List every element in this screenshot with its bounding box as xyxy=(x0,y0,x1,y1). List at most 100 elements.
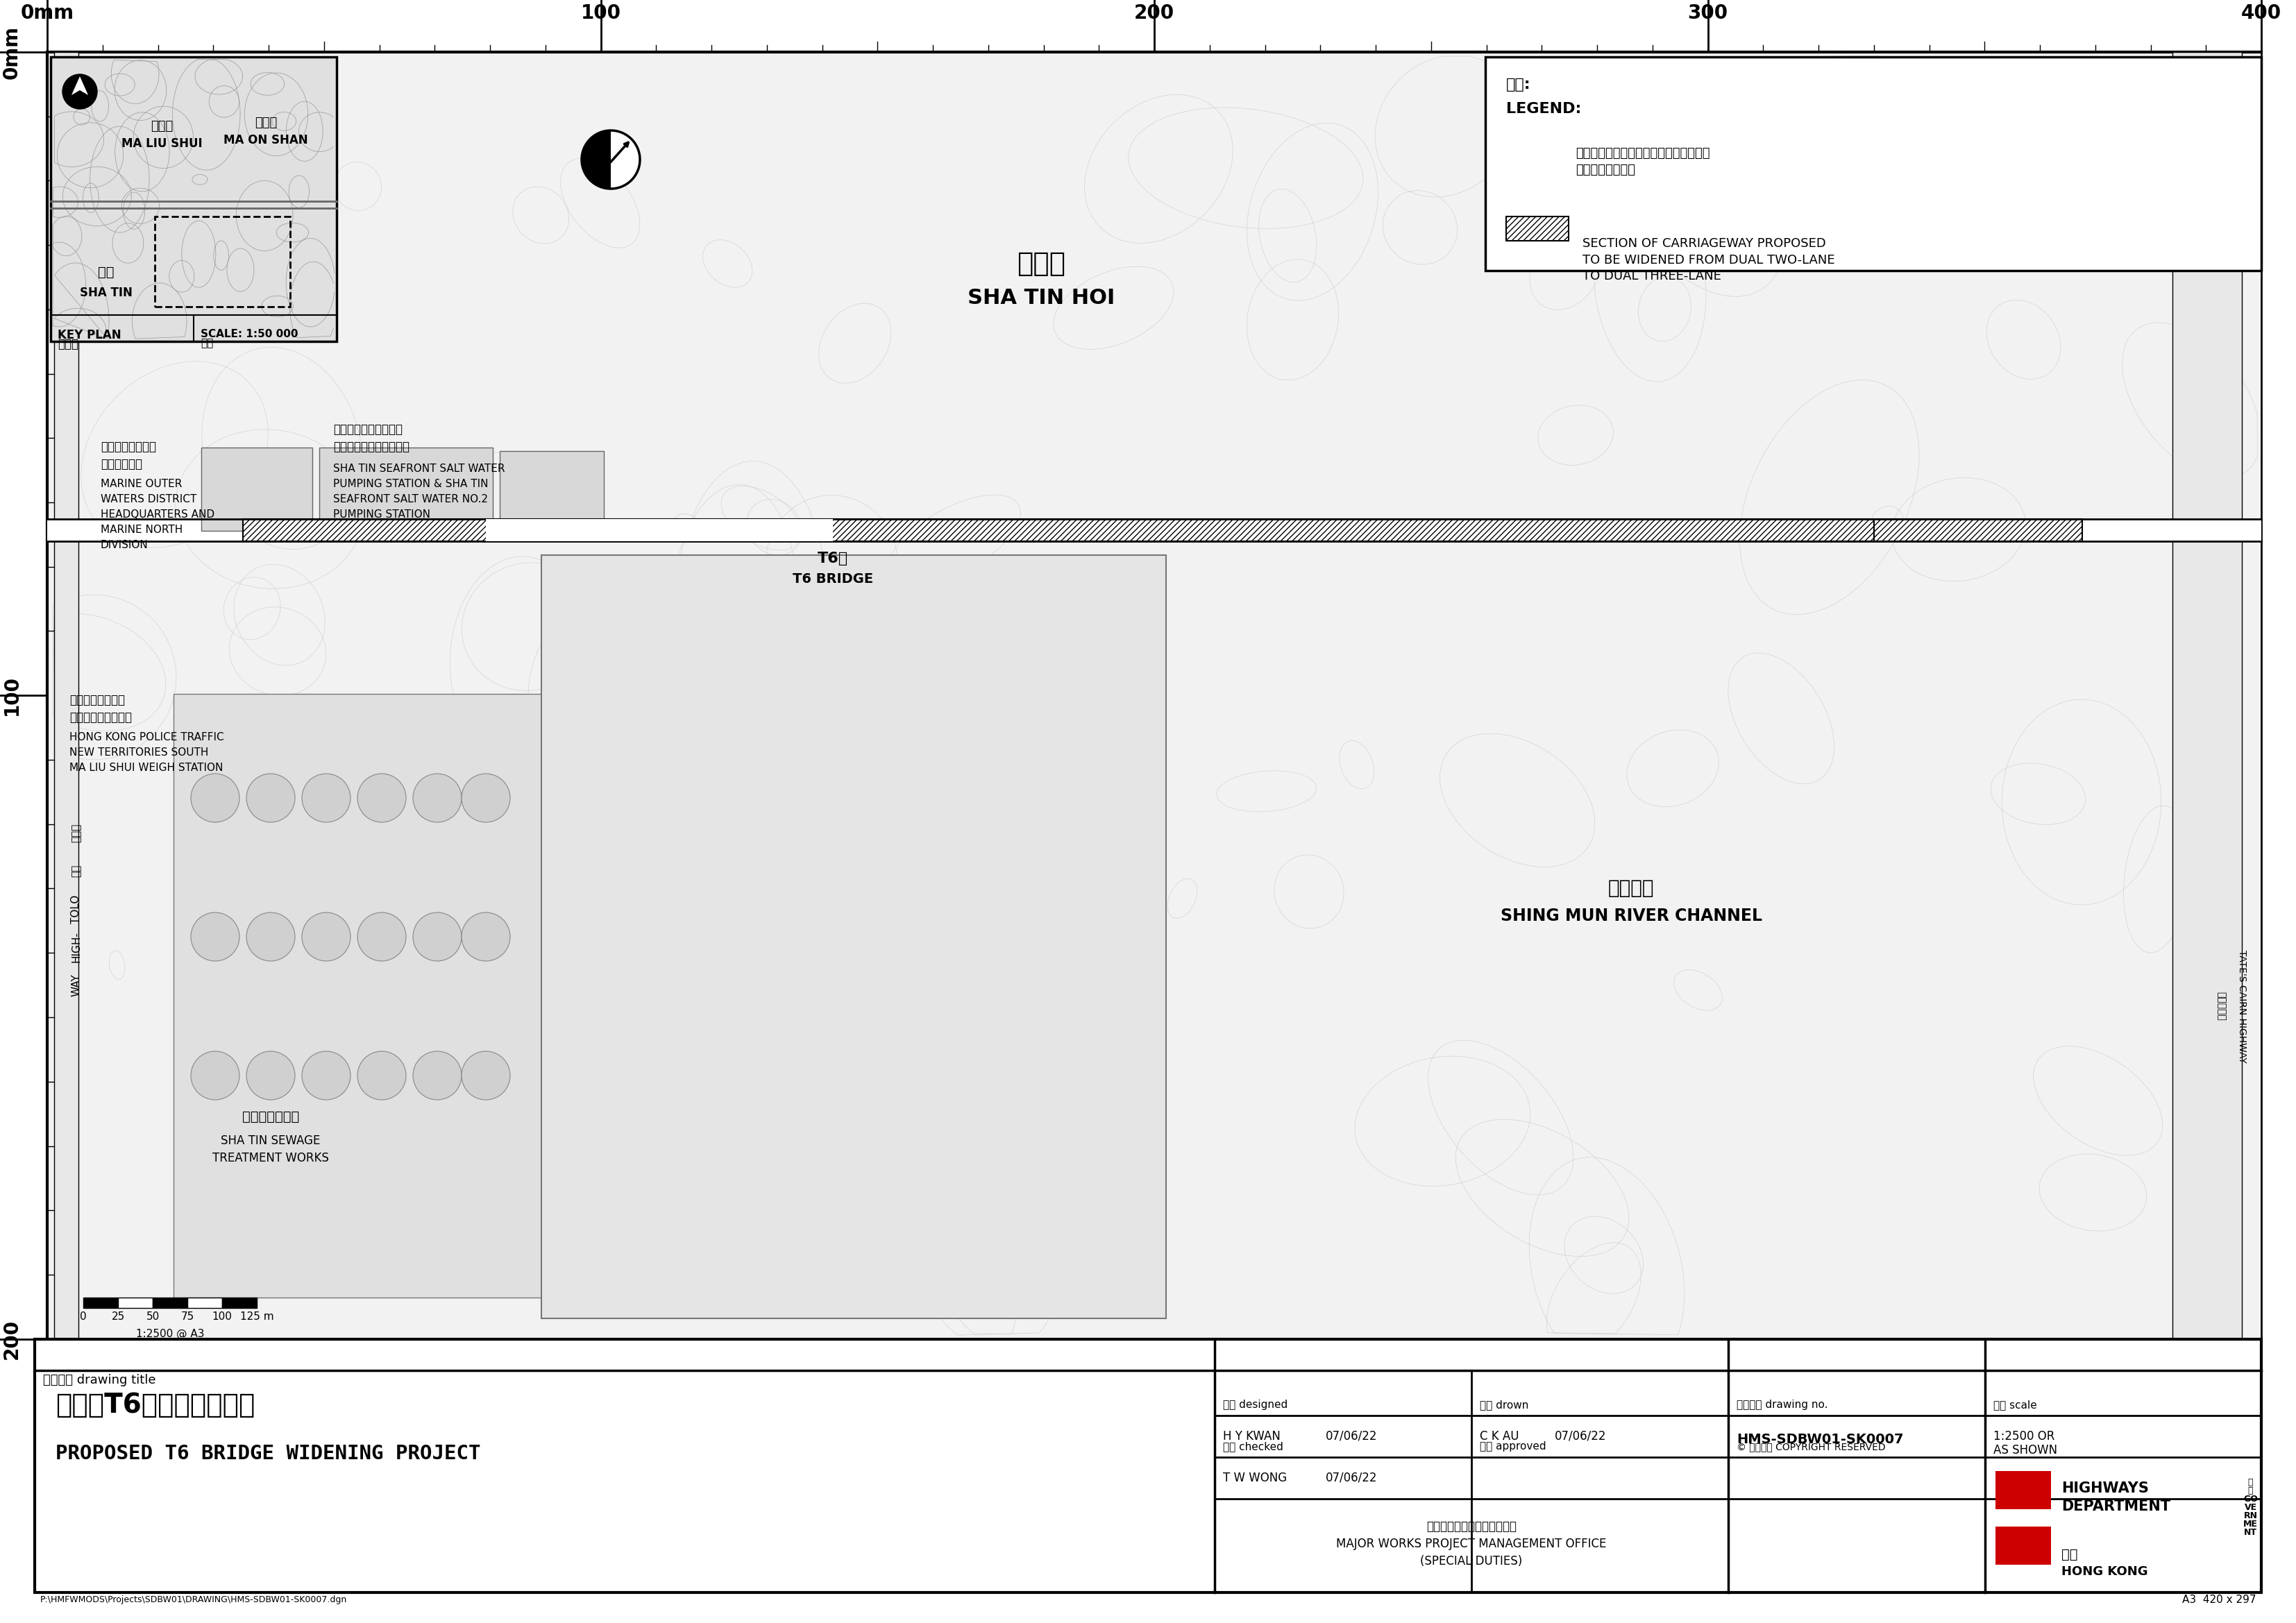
Circle shape xyxy=(413,912,461,961)
Text: 交通部馬料水磅車站: 交通部馬料水磅車站 xyxy=(69,711,131,724)
Text: NEW TERRITORIES SOUTH: NEW TERRITORIES SOUTH xyxy=(69,747,209,758)
Circle shape xyxy=(246,1052,294,1100)
Text: 0: 0 xyxy=(80,1311,87,1321)
Circle shape xyxy=(581,130,641,188)
Text: 比例: 比例 xyxy=(200,338,214,349)
Text: 沙田: 沙田 xyxy=(99,266,115,279)
Circle shape xyxy=(191,1052,239,1100)
Text: T6 BRIDGE: T6 BRIDGE xyxy=(792,573,872,586)
Circle shape xyxy=(62,75,96,109)
Bar xyxy=(51,57,338,341)
Text: T W WONG: T W WONG xyxy=(1224,1472,1286,1483)
Bar xyxy=(55,52,78,1339)
Bar xyxy=(1995,1527,2050,1565)
Text: HEADQUARTERS AND: HEADQUARTERS AND xyxy=(101,510,214,519)
Text: 25: 25 xyxy=(110,1311,124,1321)
Bar xyxy=(0,52,48,1339)
Text: SHING MUN RIVER CHANNEL: SHING MUN RIVER CHANNEL xyxy=(1499,907,1761,923)
Text: 馬鞍山: 馬鞍山 xyxy=(255,117,278,130)
Text: SHA TIN SEWAGE: SHA TIN SEWAGE xyxy=(220,1134,321,1147)
Text: PUMPING STATION: PUMPING STATION xyxy=(333,510,429,519)
Text: T6橋: T6橋 xyxy=(817,552,847,565)
Text: 圖頁號碼 drawing no.: 圖頁號碼 drawing no. xyxy=(1736,1399,1828,1410)
Text: 批准 approved: 批准 approved xyxy=(1479,1441,1545,1451)
Bar xyxy=(174,695,556,1297)
Text: TOLO: TOLO xyxy=(71,894,83,923)
Circle shape xyxy=(461,912,510,961)
Text: A3  420 x 297: A3 420 x 297 xyxy=(2181,1594,2255,1605)
Circle shape xyxy=(246,774,294,823)
Text: 0mm: 0mm xyxy=(21,3,73,23)
Text: P:\HMFWMODS\Projects\SDBW01\DRAWING\HMS-SDBW01-SK0007.dgn: P:\HMFWMODS\Projects\SDBW01\DRAWING\HMS-… xyxy=(41,1595,347,1604)
Text: HIGH-: HIGH- xyxy=(71,932,83,962)
Bar xyxy=(117,1297,154,1308)
Text: TATE'S CAIRN HIGHWAY: TATE'S CAIRN HIGHWAY xyxy=(2236,949,2248,1063)
Text: HONG KONG: HONG KONG xyxy=(2062,1566,2147,1578)
Text: WATERS DISTRICT: WATERS DISTRICT xyxy=(101,493,197,505)
Text: 擬議由雙程雙線分離道路擴闊至雙程三線
分離道路的行車路: 擬議由雙程雙線分離道路擴闊至雙程三線 分離道路的行車路 xyxy=(1575,148,1711,175)
Text: MA LIU SHUI WEIGH STATION: MA LIU SHUI WEIGH STATION xyxy=(69,763,223,773)
Text: 擬議的T6橋擴闊工程計劃: 擬議的T6橋擴闊工程計劃 xyxy=(55,1393,255,1419)
Text: HONG KONG POLICE TRAFFIC: HONG KONG POLICE TRAFFIC xyxy=(69,732,225,742)
Bar xyxy=(1506,216,1568,240)
Circle shape xyxy=(191,774,239,823)
Bar xyxy=(243,519,1874,540)
Text: SHA TIN SEAFRONT SALT WATER: SHA TIN SEAFRONT SALT WATER xyxy=(333,464,505,474)
Circle shape xyxy=(358,912,406,961)
Text: 馬料水: 馬料水 xyxy=(152,120,172,133)
Text: 覆核 checked: 覆核 checked xyxy=(1224,1441,1283,1451)
Circle shape xyxy=(301,1052,351,1100)
Text: 索引圖: 索引圖 xyxy=(57,338,78,351)
Text: 400: 400 xyxy=(2241,3,2282,23)
Bar xyxy=(34,1339,2262,1592)
Text: 大老山公路: 大老山公路 xyxy=(2216,992,2225,1021)
Circle shape xyxy=(301,774,351,823)
Text: WAY: WAY xyxy=(71,974,83,997)
Text: 主要工程管理處（專責事務）: 主要工程管理處（專責事務） xyxy=(1426,1521,1518,1532)
Circle shape xyxy=(358,1052,406,1100)
Circle shape xyxy=(358,774,406,823)
Text: LEGEND:: LEGEND: xyxy=(1506,102,1582,115)
Bar xyxy=(0,0,2296,52)
Polygon shape xyxy=(71,76,87,96)
Text: 0mm: 0mm xyxy=(2,26,21,80)
Bar xyxy=(0,1613,2296,1623)
Text: 200: 200 xyxy=(2,1319,21,1360)
Bar xyxy=(48,52,2262,1339)
Text: SHA TIN: SHA TIN xyxy=(80,287,133,299)
Text: 沙田海傍海水抽水站及: 沙田海傍海水抽水站及 xyxy=(333,424,402,435)
Text: KEY PLAN: KEY PLAN xyxy=(57,329,122,341)
Text: MARINE OUTER: MARINE OUTER xyxy=(101,479,181,489)
Text: MA ON SHAN: MA ON SHAN xyxy=(223,135,308,146)
Text: © 版權所有 COPYRIGHT RESERVED: © 版權所有 COPYRIGHT RESERVED xyxy=(1736,1441,1885,1451)
Text: 香港: 香港 xyxy=(2062,1548,2078,1561)
Bar xyxy=(501,451,604,521)
Text: HIGHWAYS
DEPARTMENT: HIGHWAYS DEPARTMENT xyxy=(2062,1482,2170,1514)
Text: SHA TIN HOI: SHA TIN HOI xyxy=(967,289,1116,308)
Text: 200: 200 xyxy=(1134,3,1176,23)
Circle shape xyxy=(461,774,510,823)
Text: MAJOR WORKS PROJECT MANAGEMENT OFFICE: MAJOR WORKS PROJECT MANAGEMENT OFFICE xyxy=(1336,1537,1607,1550)
Bar xyxy=(1486,57,2262,271)
Bar xyxy=(1995,1470,2050,1509)
Text: 沙田海傍二號海水抽水站: 沙田海傍二號海水抽水站 xyxy=(333,440,409,453)
Bar xyxy=(223,1297,257,1308)
Polygon shape xyxy=(581,130,611,188)
Bar xyxy=(1874,519,2082,540)
Text: 圖頁名稱 drawing title: 圖頁名稱 drawing title xyxy=(44,1375,156,1386)
Text: 沙田污水處理廠: 沙田污水處理廠 xyxy=(241,1110,298,1123)
Text: 吐露港: 吐露港 xyxy=(71,823,83,842)
Text: 100: 100 xyxy=(2,675,21,716)
Text: SCALE: 1:50 000: SCALE: 1:50 000 xyxy=(200,329,298,339)
Text: 比例 scale: 比例 scale xyxy=(1993,1399,2037,1410)
Text: 圖例:: 圖例: xyxy=(1506,78,1531,91)
Text: DIVISION: DIVISION xyxy=(101,540,149,550)
Circle shape xyxy=(191,912,239,961)
Text: H Y KWAN: H Y KWAN xyxy=(1224,1430,1281,1443)
Text: 繪圖 drown: 繪圖 drown xyxy=(1479,1399,1529,1410)
Text: 100: 100 xyxy=(211,1311,232,1321)
Text: HMS-SDBW01-SK0007: HMS-SDBW01-SK0007 xyxy=(1736,1433,1903,1446)
Bar xyxy=(542,555,1166,1318)
Text: PUMPING STATION & SHA TIN: PUMPING STATION & SHA TIN xyxy=(333,479,489,489)
Text: 100: 100 xyxy=(581,3,620,23)
